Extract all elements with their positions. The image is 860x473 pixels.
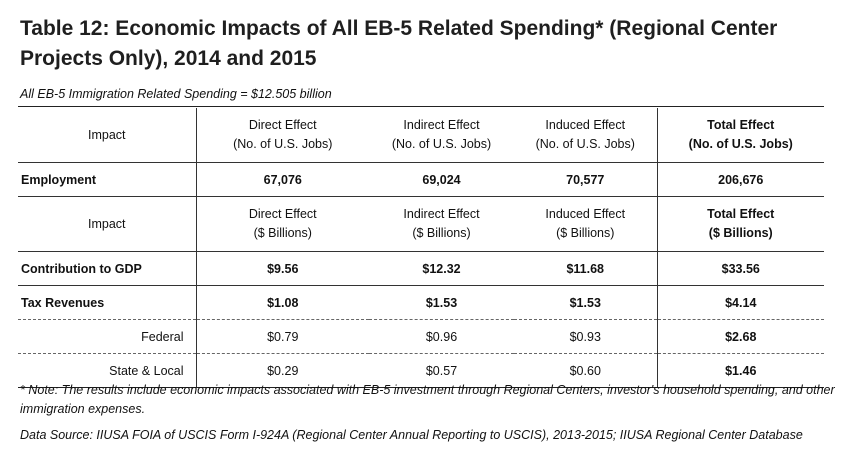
federal-direct: $0.79 <box>195 319 369 354</box>
federal-indirect: $0.96 <box>369 319 514 354</box>
state-local-induced: $0.60 <box>514 353 657 388</box>
gdp-induced: $11.68 <box>514 251 657 286</box>
tax-direct: $1.08 <box>195 285 369 320</box>
gdp-row: Contribution to GDP $9.56 $12.32 $11.68 … <box>18 251 824 286</box>
employment-row: Employment 67,076 69,024 70,577 206,676 <box>18 162 824 197</box>
state-local-indirect: $0.57 <box>369 353 514 388</box>
state-local-total: $1.46 <box>656 353 824 388</box>
employment-label: Employment <box>18 162 196 197</box>
top-rule <box>18 106 824 107</box>
economic-impact-table: Impact Direct Effect (No. of U.S. Jobs) I… <box>18 108 824 388</box>
federal-label: Federal <box>18 319 196 354</box>
employment-total: 206,676 <box>656 162 824 197</box>
tax-total: $4.14 <box>656 285 824 320</box>
spending-subtitle: All EB-5 Immigration Related Spending = … <box>20 87 332 101</box>
tax-indirect: $1.53 <box>369 285 514 320</box>
state-local-direct: $0.29 <box>195 353 369 388</box>
jobs-impact-header: Impact <box>18 108 196 163</box>
dollar-direct-header: Direct Effect ($ Billions) <box>195 196 369 252</box>
dollar-indirect-header: Indirect Effect ($ Billions) <box>369 196 514 252</box>
dollar-total-header: Total Effect ($ Billions) <box>656 196 824 252</box>
federal-induced: $0.93 <box>514 319 657 354</box>
dollar-header-row: Impact Direct Effect ($ Billions) Indirec… <box>18 196 824 252</box>
gdp-indirect: $12.32 <box>369 251 514 286</box>
data-source: Data Source: IIUSA FOIA of USCIS Form I-… <box>20 428 803 442</box>
employment-induced: 70,577 <box>514 162 657 197</box>
state-local-label: State & Local <box>18 353 196 388</box>
tax-row: Tax Revenues $1.08 $1.53 $1.53 $4.14 <box>18 285 824 320</box>
tax-induced: $1.53 <box>514 285 657 320</box>
jobs-indirect-header: Indirect Effect (No. of U.S. Jobs) <box>369 108 514 163</box>
federal-row: Federal $0.79 $0.96 $0.93 $2.68 <box>18 319 824 354</box>
gdp-label: Contribution to GDP <box>18 251 196 286</box>
footnote: * Note: The results include economic imp… <box>20 383 835 416</box>
jobs-total-header: Total Effect (No. of U.S. Jobs) <box>656 108 824 163</box>
employment-direct: 67,076 <box>195 162 369 197</box>
state-local-row: State & Local $0.29 $0.57 $0.60 $1.46 <box>18 353 824 388</box>
tax-label: Tax Revenues <box>18 285 196 320</box>
jobs-induced-header: Induced Effect (No. of U.S. Jobs) <box>514 108 657 163</box>
employment-indirect: 69,024 <box>369 162 514 197</box>
jobs-header-row: Impact Direct Effect (No. of U.S. Jobs) I… <box>18 108 824 163</box>
gdp-direct: $9.56 <box>195 251 369 286</box>
federal-total: $2.68 <box>656 319 824 354</box>
jobs-direct-header: Direct Effect (No. of U.S. Jobs) <box>195 108 369 163</box>
dollar-induced-header: Induced Effect ($ Billions) <box>514 196 657 252</box>
table-title: Table 12: Economic Impacts of All EB-5 R… <box>20 17 778 70</box>
gdp-total: $33.56 <box>656 251 824 286</box>
dollar-impact-header: Impact <box>18 196 196 252</box>
